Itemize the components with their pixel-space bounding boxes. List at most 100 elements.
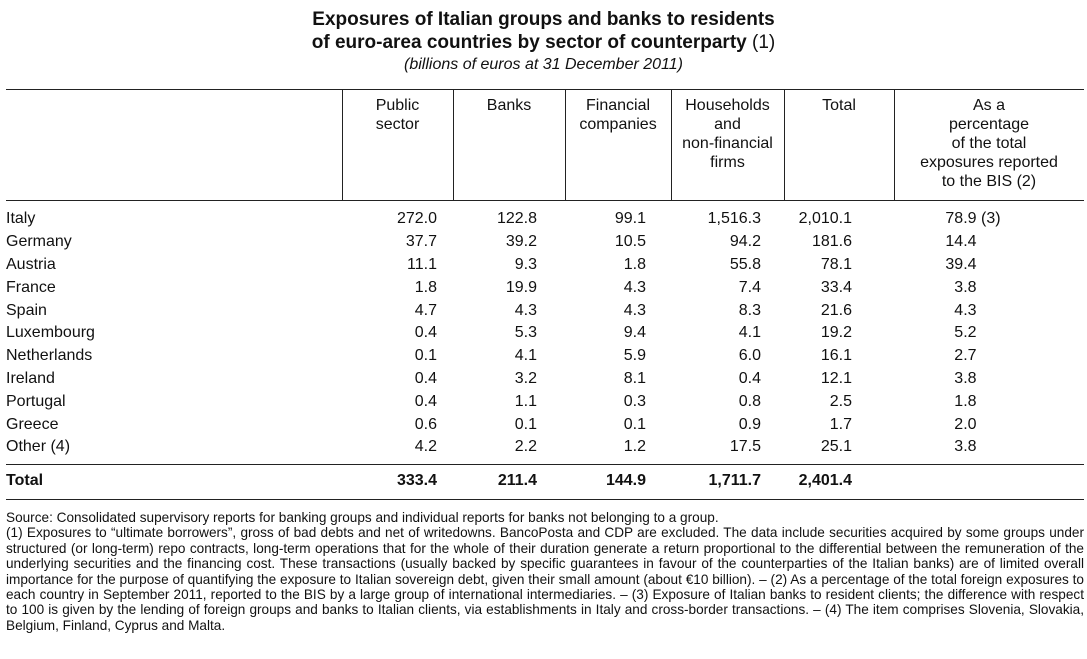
- financial-cell: 10.5: [614, 233, 646, 251]
- total-cell: 33.4: [820, 278, 852, 296]
- header-line: percentage: [948, 116, 1030, 133]
- financial-cell: 5.9: [623, 347, 646, 365]
- bottom-rule: [6, 499, 1084, 500]
- percentage-value: 3.8: [954, 369, 977, 387]
- percentage-value: 3.8: [954, 438, 977, 456]
- table-row: France 1.8 19.9 4.3 7.4 33.4 3.8: [6, 276, 1007, 299]
- percentage-value: 14.4: [945, 233, 977, 251]
- country-cell: Netherlands: [6, 347, 93, 365]
- total-cell: 25.1: [820, 438, 852, 456]
- total-cell: 16.1: [820, 347, 852, 365]
- public-sector-cell: 0.6: [414, 415, 437, 433]
- percentage-value: 2.0: [954, 415, 977, 433]
- banks-cell: 5.3: [514, 324, 537, 342]
- public-sector-cell: 0.1: [414, 347, 437, 365]
- public-sector-cell: 37.7: [405, 233, 437, 251]
- header-line: companies: [579, 116, 657, 133]
- column-divider: [565, 89, 566, 200]
- table-row: Austria 11.1 9.3 1.8 55.8 78.1 39.4: [6, 254, 1007, 277]
- total-label: Total: [6, 472, 44, 489]
- total-rule: [6, 464, 1084, 465]
- country-cell: Greece: [6, 415, 59, 433]
- country-cell: France: [6, 278, 56, 296]
- header-rule: [6, 200, 1084, 201]
- header-total: Total: [784, 96, 894, 115]
- percentage-value: 4.3: [954, 301, 977, 319]
- total-cell: 2,010.1: [798, 210, 852, 228]
- footnote-text: (1) Exposures to “ultimate borrowers”, g…: [6, 525, 1084, 633]
- percentage-cell: 2.0: [852, 413, 1007, 436]
- source-note: Source: Consolidated supervisory reports…: [6, 510, 719, 525]
- header-financial-companies: Financial companies: [565, 96, 671, 134]
- column-divider: [784, 89, 785, 200]
- header-line: Households: [685, 97, 770, 114]
- header-line: non-financial: [682, 135, 773, 152]
- households-cell: 6.0: [738, 347, 761, 365]
- households-cell: 55.8: [729, 255, 761, 273]
- banks-cell: 122.8: [496, 210, 537, 228]
- header-line: sector: [375, 116, 420, 133]
- banks-cell: 4.1: [514, 347, 537, 365]
- table-row: Germany 37.7 39.2 10.5 94.2 181.6 14.4: [6, 231, 1007, 254]
- country-cell: Luxembourg: [6, 324, 95, 342]
- table-row: Ireland 0.4 3.2 8.1 0.4 12.1 3.8: [6, 368, 1007, 391]
- percentage-cell: 3.8: [852, 368, 1007, 391]
- public-sector-cell: 0.4: [414, 392, 437, 410]
- header-line: and: [714, 116, 741, 133]
- header-line: exposures reported: [920, 154, 1058, 171]
- percentage-cell: 39.4: [852, 254, 1007, 277]
- financial-cell: 99.1: [614, 210, 646, 228]
- header-line: of the total: [951, 135, 1027, 152]
- percentage-value: 5.2: [954, 324, 977, 342]
- total-households: 1,711.7: [708, 472, 762, 489]
- table-row: Netherlands 0.1 4.1 5.9 6.0 16.1 2.7: [6, 345, 1007, 368]
- total-row-table: Total 333.4 211.4 144.9 1,711.7 2,401.4: [6, 470, 1007, 492]
- table-row: Luxembourg 0.4 5.3 9.4 4.1 19.2 5.2: [6, 322, 1007, 345]
- header-public-sector: Public sector: [342, 96, 453, 134]
- banks-cell: 3.2: [514, 369, 537, 387]
- financial-cell: 0.1: [623, 415, 646, 433]
- percentage-value: 1.8: [954, 392, 977, 410]
- percentage-value: 2.7: [954, 347, 977, 365]
- financial-cell: 8.1: [623, 369, 646, 387]
- percentage-value: 3.8: [954, 278, 977, 296]
- footnotes: Source: Consolidated supervisory reports…: [6, 510, 1084, 633]
- column-divider: [894, 89, 895, 200]
- financial-cell: 0.3: [623, 392, 646, 410]
- households-cell: 94.2: [729, 233, 761, 251]
- households-cell: 8.3: [738, 301, 761, 319]
- country-cell: Italy: [6, 210, 36, 228]
- households-cell: 0.8: [738, 392, 761, 410]
- financial-cell: 9.4: [623, 324, 646, 342]
- banks-cell: 19.9: [505, 278, 537, 296]
- banks-cell: 4.3: [514, 301, 537, 319]
- table-title-text: of euro-area countries by sector of coun…: [311, 32, 747, 53]
- header-line: to the BIS (2): [941, 173, 1037, 190]
- table-title-note: (1): [752, 32, 776, 53]
- total-cell: 181.6: [811, 233, 852, 251]
- percentage-cell: 4.3: [852, 299, 1007, 322]
- total-percentage: [852, 470, 1007, 492]
- header-line: Public: [375, 97, 420, 114]
- total-total: 2,401.4: [798, 472, 852, 489]
- public-sector-cell: 4.7: [414, 301, 437, 319]
- data-table: Italy 272.0 122.8 99.1 1,516.3 2,010.1 7…: [6, 208, 1007, 459]
- financial-cell: 1.8: [623, 255, 646, 273]
- table-row: Portugal 0.4 1.1 0.3 0.8 2.5 1.8: [6, 390, 1007, 413]
- financial-cell: 4.3: [623, 301, 646, 319]
- total-cell: 12.1: [820, 369, 852, 387]
- header-line: Total: [822, 97, 856, 114]
- total-cell: 1.7: [829, 415, 852, 433]
- total-row: Total 333.4 211.4 144.9 1,711.7 2,401.4: [6, 470, 1007, 492]
- total-cell: 19.2: [820, 324, 852, 342]
- header-line: Financial: [585, 97, 651, 114]
- total-banks: 211.4: [497, 472, 537, 489]
- country-cell: Portugal: [6, 392, 66, 410]
- percentage-value: 78.9: [945, 210, 977, 228]
- table-title-line-1: Exposures of Italian groups and banks to…: [312, 9, 775, 30]
- percentage-cell: 14.4: [852, 231, 1007, 254]
- total-cell: 2.5: [829, 392, 852, 410]
- header-households: Households and non-financial firms: [671, 96, 784, 172]
- households-cell: 7.4: [738, 278, 761, 296]
- table-row: Greece 0.6 0.1 0.1 0.9 1.7 2.0: [6, 413, 1007, 436]
